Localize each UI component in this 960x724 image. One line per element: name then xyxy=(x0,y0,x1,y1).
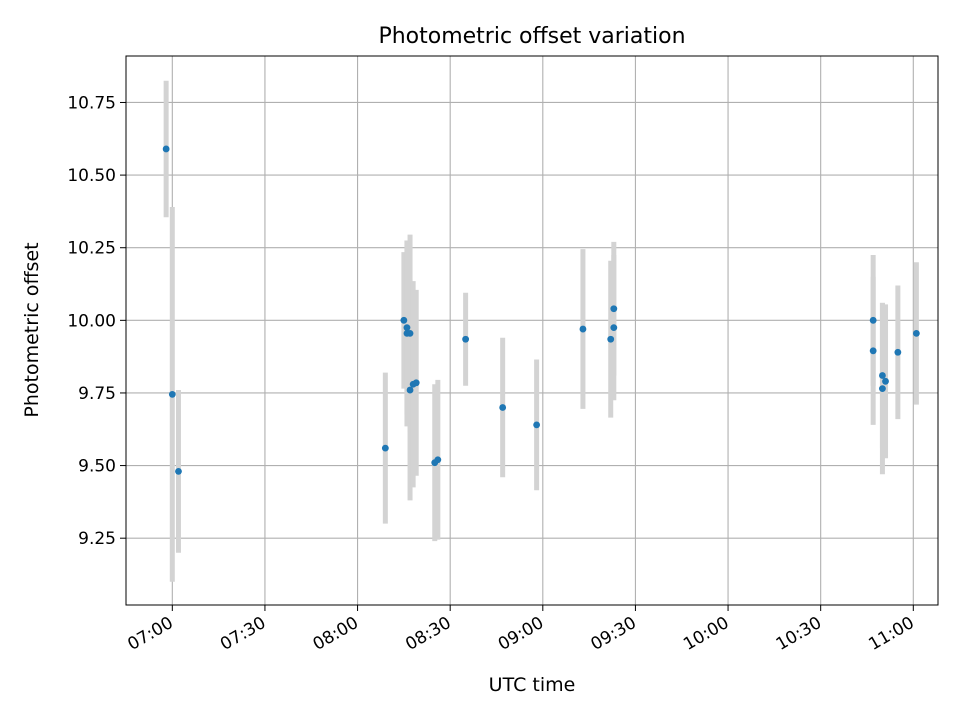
data-point xyxy=(162,145,170,153)
grid xyxy=(126,56,938,605)
markers xyxy=(162,145,920,475)
x-axis-label: UTC time xyxy=(489,674,576,696)
y-axis: 9.25 9.50 9.75 10.00 10.25 10.50 10.75 xyxy=(67,93,126,549)
data-point xyxy=(579,325,587,333)
data-point xyxy=(869,347,877,355)
data-point xyxy=(499,404,507,411)
data-point xyxy=(610,324,618,331)
data-point xyxy=(403,324,411,331)
data-point xyxy=(381,444,389,452)
y-tick-label: 10.00 xyxy=(67,311,116,331)
data-point xyxy=(168,391,176,398)
data-point xyxy=(894,348,902,356)
chart-title: Photometric offset variation xyxy=(378,24,685,49)
data-point xyxy=(400,316,408,324)
data-point xyxy=(175,467,182,475)
data-point xyxy=(533,421,541,429)
data-point xyxy=(879,385,886,392)
y-tick-label: 10.25 xyxy=(67,239,116,259)
data-point xyxy=(610,305,618,313)
data-point xyxy=(912,330,920,337)
plot-frame xyxy=(125,55,939,606)
data-point xyxy=(462,335,470,343)
data-point xyxy=(434,456,442,464)
y-tick-label: 9.75 xyxy=(78,384,116,404)
data-point xyxy=(406,386,414,394)
data-point xyxy=(607,335,615,343)
data-point xyxy=(412,379,420,387)
y-tick-label: 10.75 xyxy=(67,93,116,113)
y-tick-label: 10.50 xyxy=(67,166,116,186)
y-tick-label: 9.25 xyxy=(78,529,116,549)
y-axis-label: Photometric offset xyxy=(21,242,43,417)
y-tick-label: 9.50 xyxy=(78,457,116,477)
data-point xyxy=(882,377,889,385)
data-point xyxy=(869,316,877,324)
data-point xyxy=(406,330,414,337)
data-point xyxy=(879,372,886,379)
